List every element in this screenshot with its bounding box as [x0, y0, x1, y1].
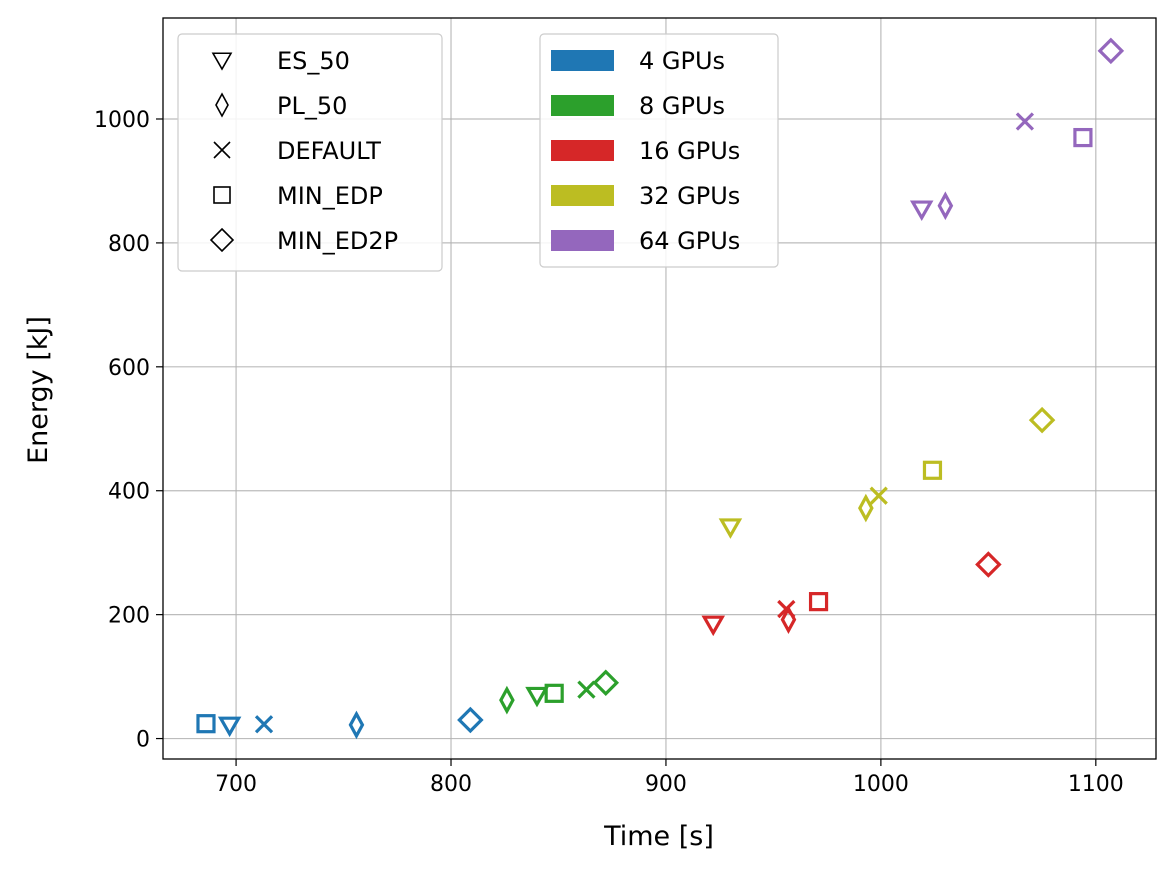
legend-marker-es-50: [211, 52, 233, 71]
point-8-gpus-pl-50: [499, 685, 515, 715]
legend-label-default: DEFAULT: [277, 137, 381, 165]
legend-marker-min-edp: [213, 186, 231, 204]
legend-label-min-ed2p: MIN_ED2P: [277, 227, 398, 255]
data-points: [196, 37, 1125, 740]
plot-frame: [162, 17, 1157, 760]
legend-label-64-gpus: 64 GPUs: [639, 227, 740, 255]
legend-swatch-8-gpus: [551, 95, 614, 116]
axis-ticks: 700 800 900 1000 1100 0 200 400 600 800 1000: [94, 108, 1124, 797]
series-32-gpus: [718, 406, 1056, 539]
legend-label-4-gpus: 4 GPUs: [639, 47, 725, 75]
legend-label-32-gpus: 32 GPUs: [639, 182, 740, 210]
legend-label-es-50: ES_50: [277, 47, 350, 75]
y-axis-label: Energy [kJ]: [23, 316, 54, 464]
legend-swatch-16-gpus: [551, 140, 614, 161]
point-8-gpus-min-edp: [544, 683, 564, 703]
x-marker-stroke: [1015, 112, 1035, 131]
marker-legend: ES_50 PL_50 DEFAULT MIN_EDP MIN_ED2P: [177, 33, 443, 272]
color-legend: 4 GPUs 8 GPUs 16 GPUs 32 GPUs 64 GPUs: [539, 33, 779, 268]
point-32-gpus-es-50: [718, 518, 743, 539]
x-axis-label: Time [s]: [603, 821, 714, 852]
point-64-gpus-default: [1015, 112, 1035, 131]
x-marker-stroke: [777, 599, 796, 619]
x-tick-label: 700: [215, 772, 257, 797]
point-32-gpus-min-ed2p: [1028, 406, 1056, 434]
point-16-gpus-default: [777, 599, 796, 619]
point-4-gpus-min-ed2p: [457, 706, 484, 734]
x-marker-stroke: [869, 486, 888, 505]
y-tick-label: 600: [108, 356, 150, 381]
point-32-gpus-pl-50: [858, 493, 874, 523]
x-tick-label: 1000: [853, 772, 909, 797]
x-tick-label: 1100: [1068, 772, 1124, 797]
series-4-gpus: [196, 706, 484, 740]
x-marker-stroke: [213, 141, 231, 159]
point-64-gpus-es-50: [909, 200, 934, 222]
legend-label-16-gpus: 16 GPUs: [639, 137, 740, 165]
marker-legend-box: [177, 33, 443, 272]
point-8-gpus-min-ed2p: [592, 669, 620, 697]
y-tick-label: 400: [108, 480, 150, 505]
point-16-gpus-es-50: [701, 615, 725, 637]
point-4-gpus-pl-50: [348, 710, 365, 740]
series-16-gpus: [701, 551, 1002, 637]
y-tick-label: 200: [108, 604, 150, 629]
y-tick-label: 1000: [94, 108, 150, 133]
point-64-gpus-min-edp: [1073, 127, 1093, 148]
point-4-gpus-default: [254, 715, 274, 734]
point-4-gpus-es-50: [217, 716, 242, 738]
point-64-gpus-min-ed2p: [1097, 37, 1125, 65]
point-16-gpus-min-edp: [808, 592, 829, 612]
legend-swatch-4-gpus: [551, 50, 614, 71]
x-tick-label: 800: [430, 772, 472, 797]
legend-label-min-edp: MIN_EDP: [277, 182, 383, 210]
y-tick-label: 0: [136, 728, 150, 753]
series-8-gpus: [499, 669, 620, 715]
series-64-gpus: [909, 37, 1125, 222]
point-32-gpus-default: [869, 486, 888, 505]
x-marker-stroke: [254, 715, 274, 734]
point-16-gpus-min-ed2p: [975, 551, 1002, 578]
legend-marker-min-ed2p: [209, 227, 235, 253]
legend-swatch-32-gpus: [551, 185, 614, 206]
point-4-gpus-min-edp: [196, 714, 216, 734]
point-32-gpus-min-edp: [922, 460, 943, 480]
y-tick-label: 800: [108, 232, 150, 257]
legend-marker-default: [213, 141, 231, 159]
legend-label-pl-50: PL_50: [277, 92, 347, 120]
point-8-gpus-default: [577, 680, 596, 699]
legend-label-8-gpus: 8 GPUs: [639, 92, 725, 120]
point-8-gpus-es-50: [525, 686, 549, 708]
x-marker-stroke: [577, 680, 596, 699]
legend-marker-pl-50: [215, 92, 229, 118]
color-legend-box: [539, 33, 779, 268]
legend-swatch-64-gpus: [551, 230, 614, 251]
x-tick-label: 900: [645, 772, 687, 797]
point-64-gpus-pl-50: [937, 191, 954, 221]
